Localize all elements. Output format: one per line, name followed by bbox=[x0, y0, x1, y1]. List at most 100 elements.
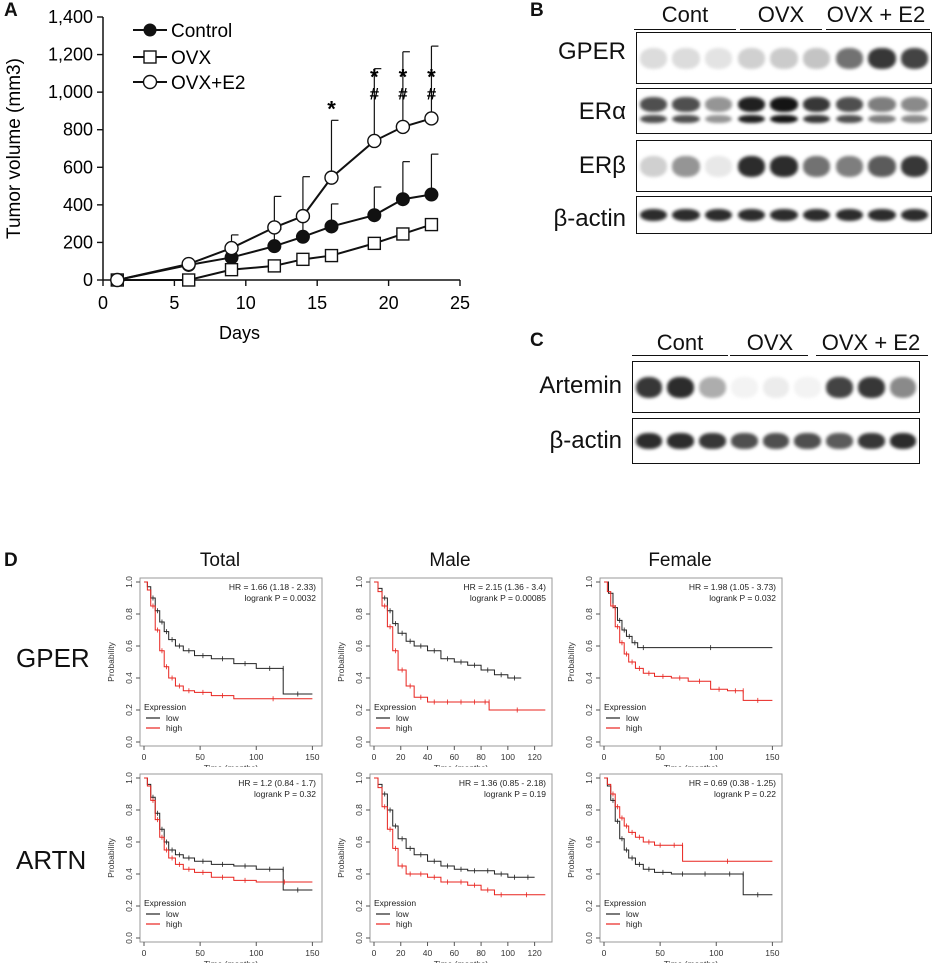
blot-band bbox=[826, 433, 853, 449]
significance-mark: * bbox=[399, 65, 408, 90]
legend-title: Expression bbox=[604, 898, 646, 908]
group-label-ovx-c: OVX bbox=[746, 330, 794, 355]
hazard-ratio-text: HR = 1.2 (0.84 - 1.7) bbox=[238, 778, 316, 788]
data-point bbox=[181, 273, 196, 287]
blot-band bbox=[802, 114, 831, 124]
blot-band bbox=[889, 433, 917, 449]
x-tick-label: 0 bbox=[142, 752, 147, 762]
logrank-text: logrank P = 0.32 bbox=[254, 789, 316, 799]
data-point bbox=[295, 208, 311, 224]
y-tick-label: 1,400 bbox=[48, 7, 93, 27]
y-axis-title: Probability bbox=[106, 837, 116, 877]
data-point bbox=[324, 248, 339, 263]
column-title-male: Male bbox=[429, 550, 471, 571]
y-tick-label: 0.4 bbox=[584, 672, 594, 684]
y-tick-label: 0.2 bbox=[584, 704, 594, 716]
group-label-ovx-e2: OVX + E2 bbox=[826, 2, 926, 27]
plot-frame bbox=[139, 773, 323, 943]
y-tick-label: 1.0 bbox=[124, 772, 134, 784]
blot-band bbox=[802, 96, 831, 112]
blot-band bbox=[794, 377, 822, 398]
blot-band bbox=[667, 377, 694, 398]
blot-band bbox=[704, 208, 733, 222]
blot-band bbox=[737, 208, 766, 222]
blot-band bbox=[889, 377, 917, 398]
x-tick-label: 0 bbox=[98, 293, 108, 313]
y-tick-label: 1.0 bbox=[584, 576, 594, 588]
x-tick-label: 15 bbox=[307, 293, 327, 313]
plot-frame bbox=[599, 577, 783, 747]
blot-band bbox=[900, 156, 929, 177]
blot-band bbox=[794, 433, 822, 449]
significance-mark: # bbox=[427, 85, 437, 104]
plot-frame bbox=[369, 577, 553, 747]
y-tick-label: 0.2 bbox=[584, 900, 594, 912]
legend-label: high bbox=[166, 723, 182, 733]
data-point bbox=[395, 119, 411, 135]
blot-band bbox=[770, 48, 798, 69]
x-tick-label: 100 bbox=[709, 752, 723, 762]
y-tick-label: 0.0 bbox=[584, 736, 594, 748]
data-point bbox=[324, 170, 339, 185]
significance-mark: # bbox=[370, 85, 380, 104]
x-tick-label: 100 bbox=[501, 948, 515, 958]
blot-band bbox=[737, 156, 766, 177]
hazard-ratio-text: HR = 0.69 (0.38 - 1.25) bbox=[689, 778, 776, 788]
data-point bbox=[296, 252, 310, 267]
data-point bbox=[424, 217, 439, 232]
panel-label-a: A bbox=[4, 0, 18, 21]
x-tick-label: 0 bbox=[142, 948, 147, 958]
x-tick-label: 120 bbox=[528, 752, 542, 762]
legend-label: high bbox=[626, 723, 642, 733]
x-tick-label: 0 bbox=[602, 948, 607, 958]
blot-band bbox=[770, 208, 798, 222]
y-tick-label: 400 bbox=[63, 195, 93, 215]
blot-er-beta bbox=[636, 140, 932, 192]
blot-band bbox=[672, 156, 700, 177]
legend-title: Expression bbox=[144, 702, 186, 712]
significance-mark: * bbox=[327, 97, 336, 122]
y-axis-title: Probability bbox=[336, 641, 346, 681]
x-tick-label: 60 bbox=[450, 752, 460, 762]
data-point bbox=[110, 272, 125, 288]
legend-marker bbox=[143, 23, 157, 37]
legend-marker bbox=[143, 50, 157, 64]
blot-band bbox=[770, 156, 798, 177]
y-tick-label: 0.4 bbox=[354, 672, 364, 684]
data-point bbox=[181, 256, 196, 272]
blot-band bbox=[802, 48, 831, 69]
x-axis-title: Time (months) bbox=[664, 763, 719, 767]
blot-band bbox=[737, 48, 766, 69]
y-tick-label: 1,200 bbox=[48, 45, 93, 65]
y-tick-label: 0.6 bbox=[354, 640, 364, 652]
y-tick-label: 0.0 bbox=[354, 932, 364, 944]
blot-band bbox=[730, 433, 758, 449]
x-tick-label: 25 bbox=[450, 293, 470, 313]
y-tick-label: 0.4 bbox=[124, 868, 134, 880]
legend-label: low bbox=[396, 713, 410, 723]
group-line-cont bbox=[634, 29, 736, 30]
blot-band bbox=[639, 208, 668, 222]
data-point bbox=[295, 229, 310, 244]
x-tick-label: 150 bbox=[765, 948, 779, 958]
data-point bbox=[367, 208, 382, 223]
blot-band bbox=[635, 377, 663, 398]
x-axis-title: Time (months) bbox=[664, 959, 719, 963]
x-tick-label: 150 bbox=[765, 752, 779, 762]
y-tick-label: 0.6 bbox=[584, 640, 594, 652]
group-label-ovx: OVX bbox=[757, 2, 805, 27]
x-tick-label: 100 bbox=[249, 948, 263, 958]
y-axis-title: Probability bbox=[566, 641, 576, 681]
x-tick-label: 0 bbox=[602, 752, 607, 762]
panel-label-d: D bbox=[4, 550, 18, 571]
blot-band bbox=[704, 96, 733, 112]
blot-band bbox=[770, 114, 798, 124]
logrank-text: logrank P = 0.0032 bbox=[245, 593, 317, 603]
km-gper-female: 0.0 0.2 0.4 0.6 0.8 1.0 0 50 100 150 Time (months)… bbox=[566, 576, 783, 767]
logrank-text: logrank P = 0.00085 bbox=[470, 593, 546, 603]
logrank-text: logrank P = 0.22 bbox=[714, 789, 776, 799]
data-point bbox=[424, 187, 439, 202]
x-tick-label: 100 bbox=[501, 752, 515, 762]
x-tick-label: 120 bbox=[528, 948, 542, 958]
y-tick-label: 0.2 bbox=[124, 704, 134, 716]
